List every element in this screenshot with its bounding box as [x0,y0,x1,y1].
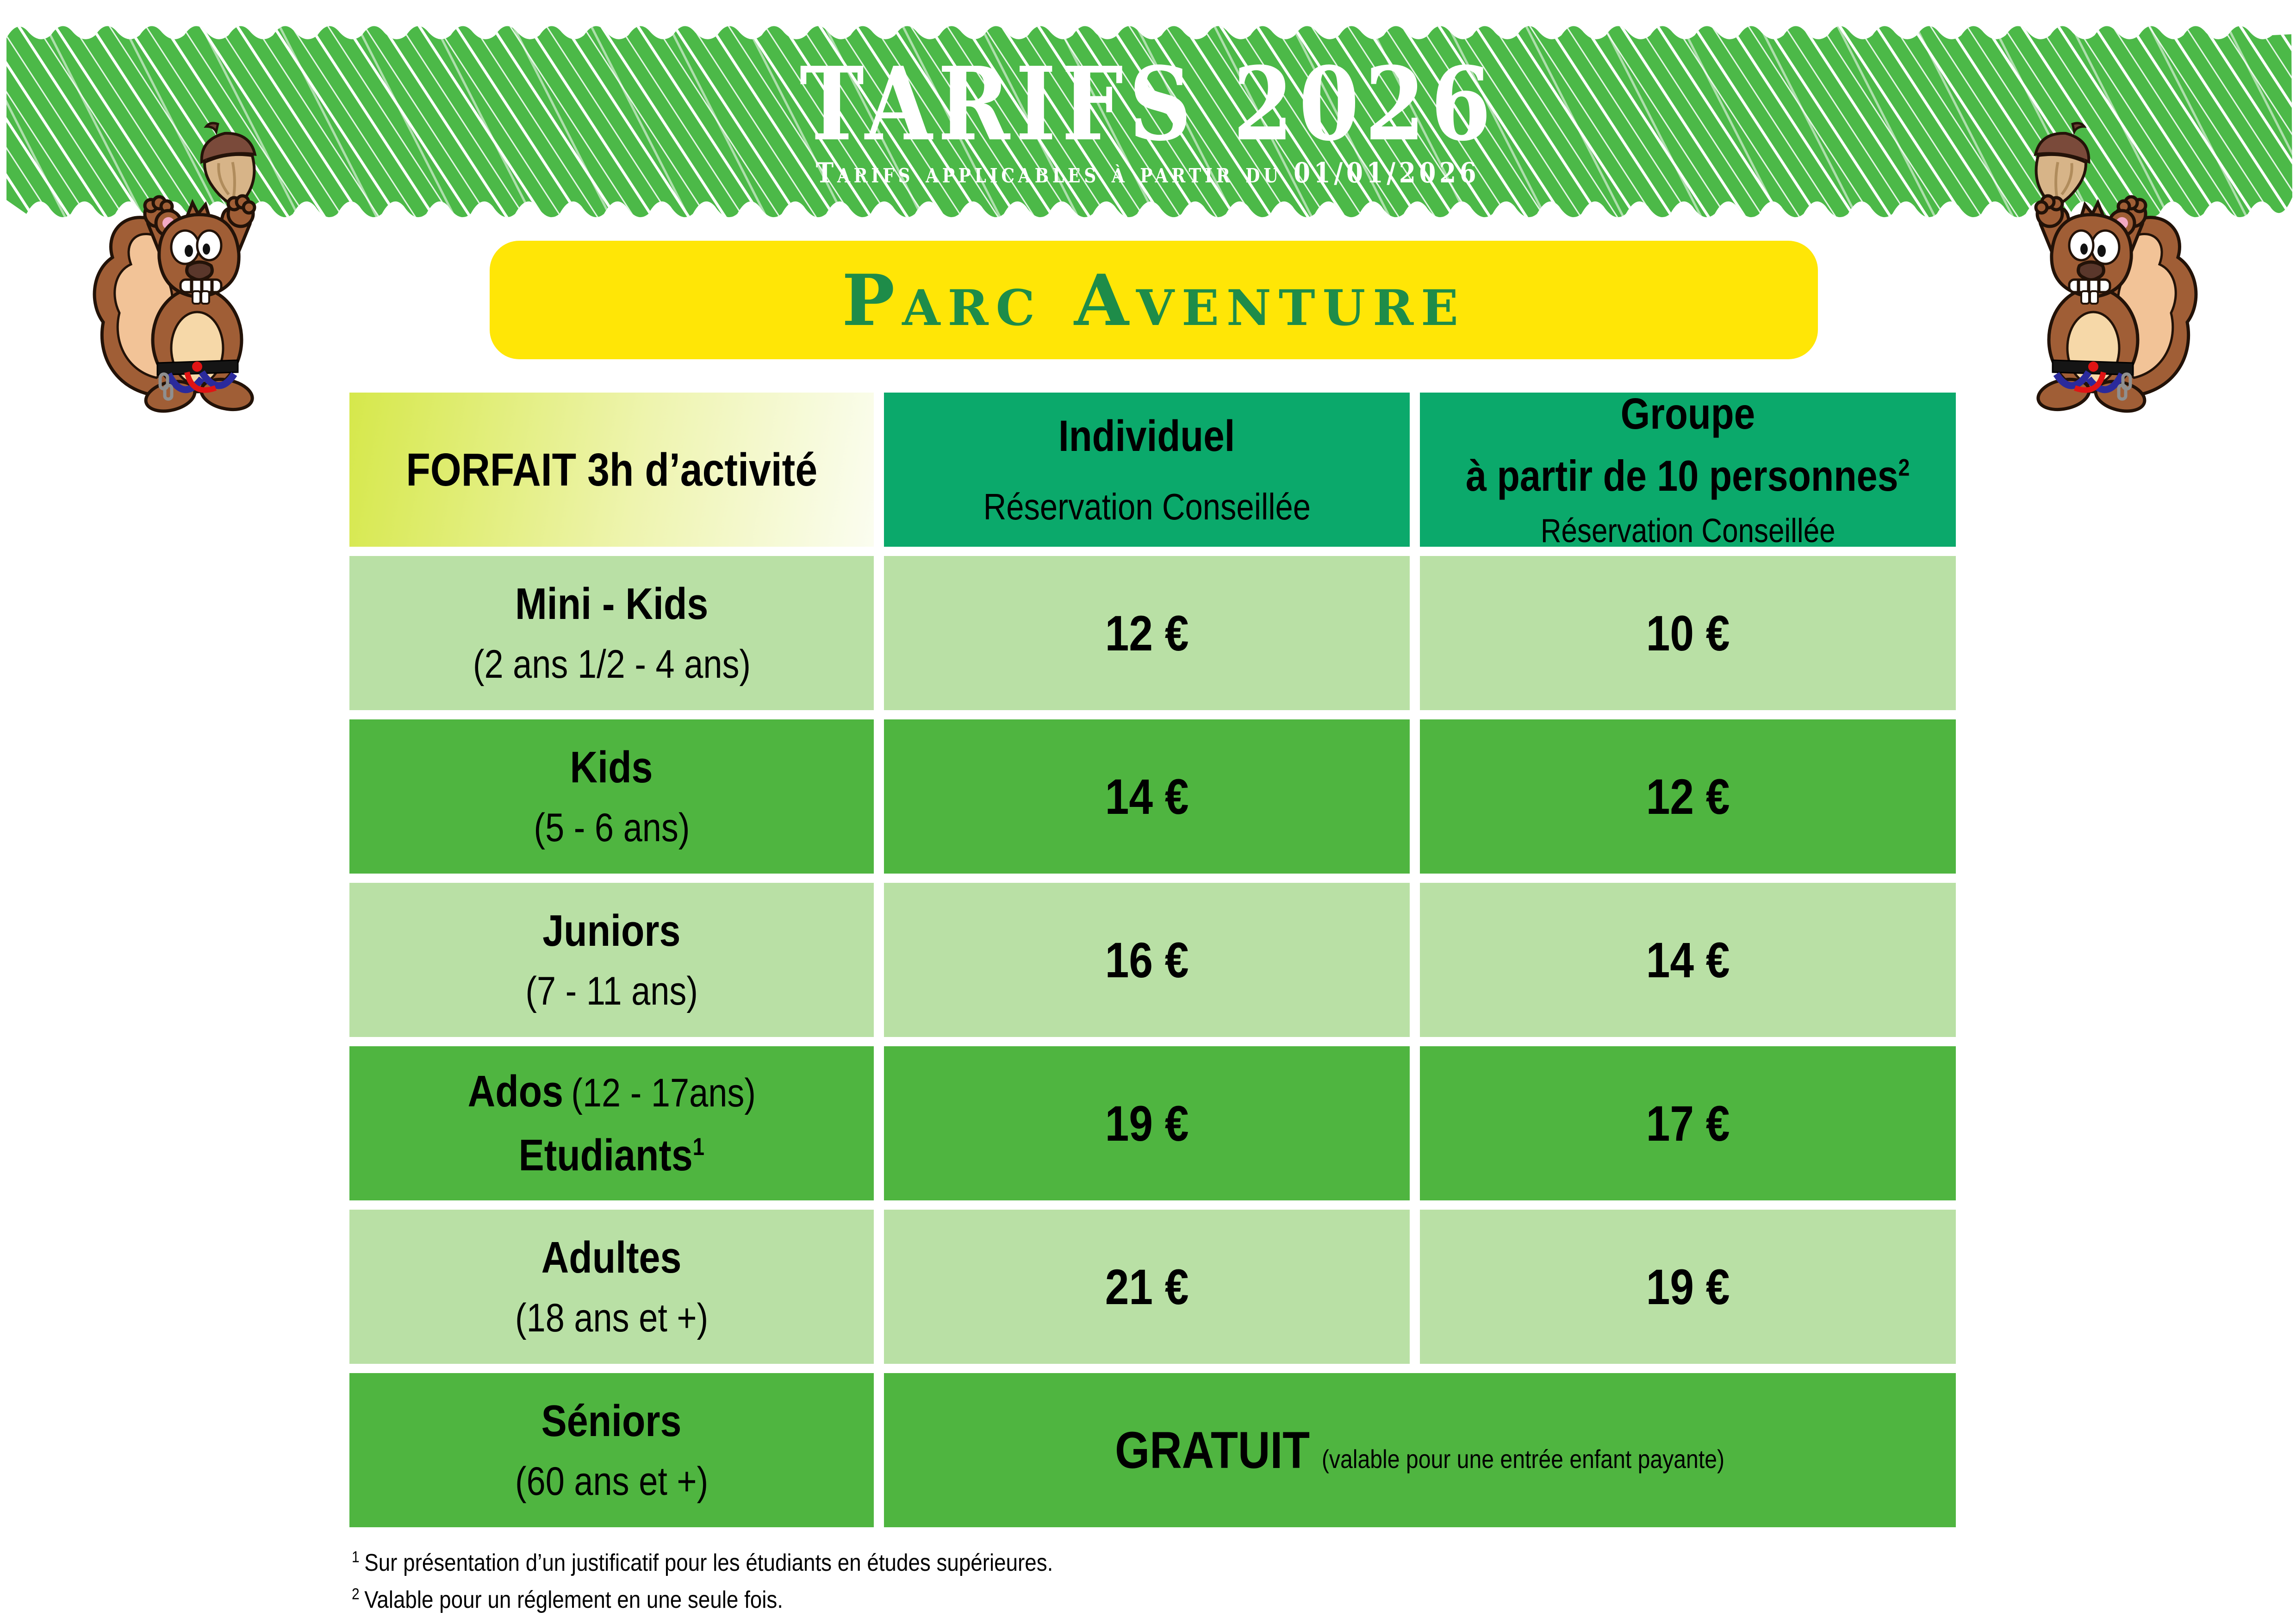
acorn-icon [200,122,257,207]
row-adultes-group-price: 19 € [1420,1210,1956,1364]
footnotes: 1 Sur présentation d’un justificatif pour… [352,1544,1149,1618]
park-banner: Parc Aventure [490,241,1818,359]
row-juniors-individual-price: 16 € [884,883,1410,1037]
header-individuel-cell: Individuel Réservation Conseillée [884,393,1410,547]
climbing-harness [156,359,239,401]
squirrel-body [93,194,256,413]
page-title: TARIFS 2026 [799,45,1497,163]
row-mini-kids-label: Mini - Kids (2 ans 1/2 - 4 ans) [349,556,874,710]
header-forfait-cell: FORFAIT 3h d’activité [349,393,874,547]
climbing-harness [2052,359,2134,401]
pricing-table: FORFAIT 3h d’activité Individuel Réserva… [349,389,1956,1527]
row-kids-individual-price: 14 € [884,719,1410,874]
row-juniors-label: Juniors (7 - 11 ans) [349,883,874,1037]
header-groupe-cell: Groupe à partir de 10 personnes2 Réserva… [1420,389,1956,550]
park-banner-label: Parc Aventure [842,258,1466,342]
squirrel-mascot-right [2034,122,2198,413]
page-subtitle: Tarifs applicables à partir du 01/01/202… [816,157,1480,189]
footnote-1: 1 Sur présentation d’un justificatif pour… [352,1548,1053,1576]
footnote-2: 2 Valable pour un réglement en une seule … [352,1585,784,1613]
row-seniors-gratuit-cell: GRATUIT (valable pour une entrée enfant p… [884,1373,1956,1527]
acorn-icon [2034,122,2091,207]
row-ados-label: Ados (12 - 17ans) Etudiants1 [349,1046,874,1200]
row-adultes-label: Adultes (18 ans et +) [349,1210,874,1364]
scribble-banner [6,26,2292,218]
row-mini-kids-group-price: 10 € [1420,556,1956,710]
row-mini-kids-individual-price: 12 € [884,556,1410,710]
squirrel-mascot-left [93,122,257,413]
row-juniors-group-price: 14 € [1420,883,1956,1037]
row-ados-group-price: 17 € [1420,1046,1956,1200]
row-adultes-individual-price: 21 € [884,1210,1410,1364]
row-seniors-label: Séniors (60 ans et +) [349,1373,874,1527]
row-kids-label: Kids (5 - 6 ans) [349,719,874,874]
row-kids-group-price: 12 € [1420,719,1956,874]
row-ados-individual-price: 19 € [884,1046,1410,1200]
banner-hatch-texture-2 [6,26,2292,218]
